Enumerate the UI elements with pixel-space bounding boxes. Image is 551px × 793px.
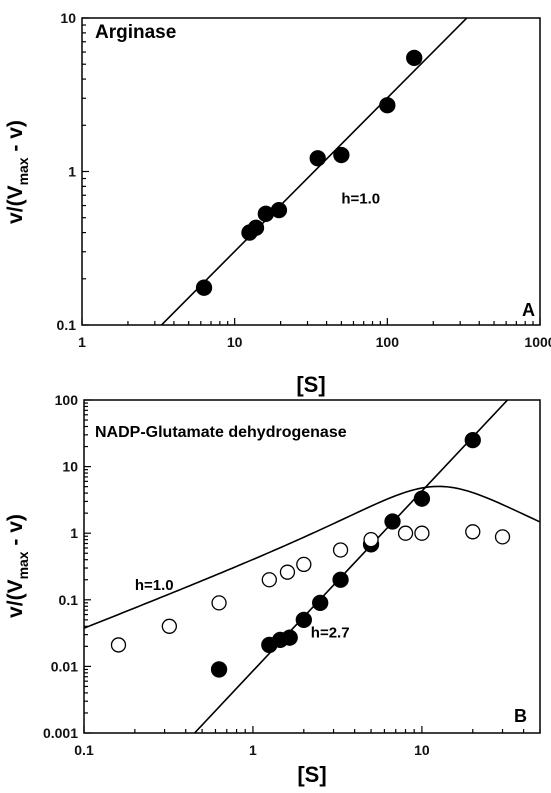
data-point-filled (271, 203, 286, 218)
x-tick-label: 1 (78, 334, 86, 350)
panel-title: NADP-Glutamate dehydrogenase (95, 424, 347, 441)
annotation-hill-coefficient: h=1.0 (135, 577, 174, 594)
data-point-open (212, 596, 226, 610)
plot-frame (84, 400, 540, 733)
y-axis-label: v/(Vmax - v) (4, 514, 31, 618)
plot-area (161, 9, 476, 325)
data-point-filled (333, 572, 348, 587)
y-tick-label: 0.1 (59, 592, 79, 608)
data-point-filled (197, 280, 212, 295)
y-tick-label: 0.01 (51, 658, 78, 674)
y-tick-label: 100 (55, 392, 79, 408)
panel-title: Arginase (95, 22, 176, 43)
y-tick-label: 10 (60, 10, 76, 26)
data-point-filled (296, 612, 311, 627)
y-tick-label: 1 (70, 525, 78, 541)
data-point-open (262, 573, 276, 587)
panel-letter: B (514, 706, 527, 726)
data-point-open (297, 557, 311, 571)
data-point-filled (249, 220, 264, 235)
x-axis-label: [S] (296, 372, 325, 397)
data-point-open (280, 565, 294, 579)
fit-line (161, 9, 476, 325)
y-axis-label: v/(Vmax - v) (4, 120, 31, 224)
data-point-filled (465, 433, 480, 448)
data-point-open (364, 533, 378, 547)
data-point-filled (313, 595, 328, 610)
annotation-hill-coefficient: h=2.7 (311, 625, 350, 642)
annotation-hill-coefficient: h=1.0 (341, 190, 380, 207)
data-point-filled (282, 630, 297, 645)
data-point-filled (385, 514, 400, 529)
y-tick-label: 10 (62, 459, 78, 475)
plot-area (84, 365, 540, 733)
data-point-filled (414, 491, 429, 506)
data-point-filled (310, 151, 325, 166)
y-tick-label: 0.001 (43, 725, 78, 741)
data-point-open (399, 526, 413, 540)
panel-letter: A (522, 300, 535, 320)
x-tick-label: 0.1 (74, 742, 94, 758)
y-tick-label: 0.1 (57, 317, 77, 333)
data-point-open (466, 525, 480, 539)
x-axis-label: [S] (297, 762, 326, 787)
data-point-filled (407, 50, 422, 65)
data-point-filled (334, 148, 349, 163)
data-point-open (111, 638, 125, 652)
data-point-open (162, 619, 176, 633)
data-point-open (415, 526, 429, 540)
y-tick-label: 1 (68, 164, 76, 180)
data-point-open (496, 530, 510, 544)
x-tick-label: 10 (227, 334, 243, 350)
chart-panel-b: 0.1 1 10 0.001 0.01 0.1 1 10 100 [S] v/(Vmax - v) N… (4, 365, 540, 787)
x-tick-label: 1 (249, 742, 257, 758)
x-tick-label: 100 (376, 334, 400, 350)
plot-frame (82, 18, 540, 325)
x-tick-label: 10 (414, 742, 430, 758)
data-point-filled (380, 98, 395, 113)
data-point-filled (212, 662, 227, 677)
data-point-open (334, 543, 348, 557)
